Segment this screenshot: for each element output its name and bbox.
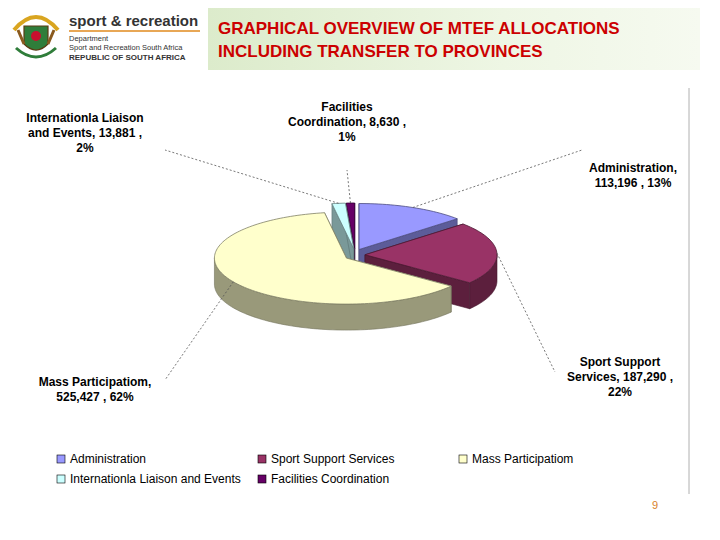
data-label-line: 22% [608, 385, 632, 399]
legend-label: Administration [70, 452, 146, 466]
chart-border [689, 88, 690, 494]
legend-swatch [57, 455, 65, 463]
logo: sport & recreation DepartmentSport and Re… [14, 12, 200, 62]
logo-emblem [31, 31, 41, 41]
leader-line [413, 150, 582, 208]
data-label-line: Administration, [589, 161, 677, 175]
logo-title: sport & recreation [69, 12, 198, 29]
data-label-line: Sport Support [580, 355, 661, 369]
chart-area [15, 88, 689, 494]
logo-shield [24, 26, 48, 50]
data-label-line: 525,427 , 62% [56, 390, 134, 404]
data-label-line: Coordination, 8,630 , [288, 115, 406, 129]
data-label: Administration,113,196 , 13% [589, 161, 677, 190]
data-label-line: 2% [76, 141, 94, 155]
data-label-line: and Events, 13,881 , [28, 126, 142, 140]
data-label-line: Mass Participatiom, [39, 375, 152, 389]
leader-line [165, 282, 233, 380]
logo-wreath [16, 48, 56, 57]
legend-swatch [258, 475, 266, 483]
legend-label: Sport Support Services [271, 452, 394, 466]
legend-swatch [258, 455, 266, 463]
data-label-line: 1% [338, 130, 356, 144]
legend-swatch [459, 455, 467, 463]
leader-line [347, 170, 350, 203]
legend-label: Mass Participatiom [472, 452, 573, 466]
data-label-line: Internationla Liaison [26, 111, 143, 125]
logo-rule [69, 30, 200, 32]
legend-label: Internationla Liaison and Events [70, 472, 241, 486]
slide-title: GRAPHICAL OVERVIEW OF MTEF ALLOCATIONS I… [208, 8, 700, 70]
page: {"header": {"logo_title": "sport & recre… [0, 0, 720, 540]
data-label: Mass Participatiom,525,427 , 62% [39, 375, 152, 404]
pie-slice [214, 213, 451, 304]
canvas: sport & recreation DepartmentSport and Re… [0, 0, 720, 540]
data-label: Internationla Liaisonand Events, 13,881 … [26, 111, 143, 155]
logo-country: REPUBLIC OF SOUTH AFRICA [69, 53, 186, 62]
page-number: 9 [652, 499, 658, 511]
logo-subtitle: Sport and Recreation South Africa [69, 43, 183, 52]
data-label: Sport SupportServices, 187,290 ,22% [567, 355, 673, 399]
logo-department: Department [69, 34, 109, 43]
leader-line [165, 150, 339, 203]
pie [214, 203, 497, 330]
data-label-line: 113,196 , 13% [595, 176, 672, 190]
legend-label: Facilities Coordination [271, 472, 389, 486]
data-label: FacilitiesCoordination, 8,630 ,1% [288, 100, 406, 144]
leader-line [497, 253, 555, 372]
data-label-line: Services, 187,290 , [567, 370, 673, 384]
data-label-line: Facilities [321, 100, 373, 114]
legend: Administration Sport Support Services Mass… [57, 452, 573, 486]
legend-swatch [57, 475, 65, 483]
logo-supporters [18, 30, 54, 44]
